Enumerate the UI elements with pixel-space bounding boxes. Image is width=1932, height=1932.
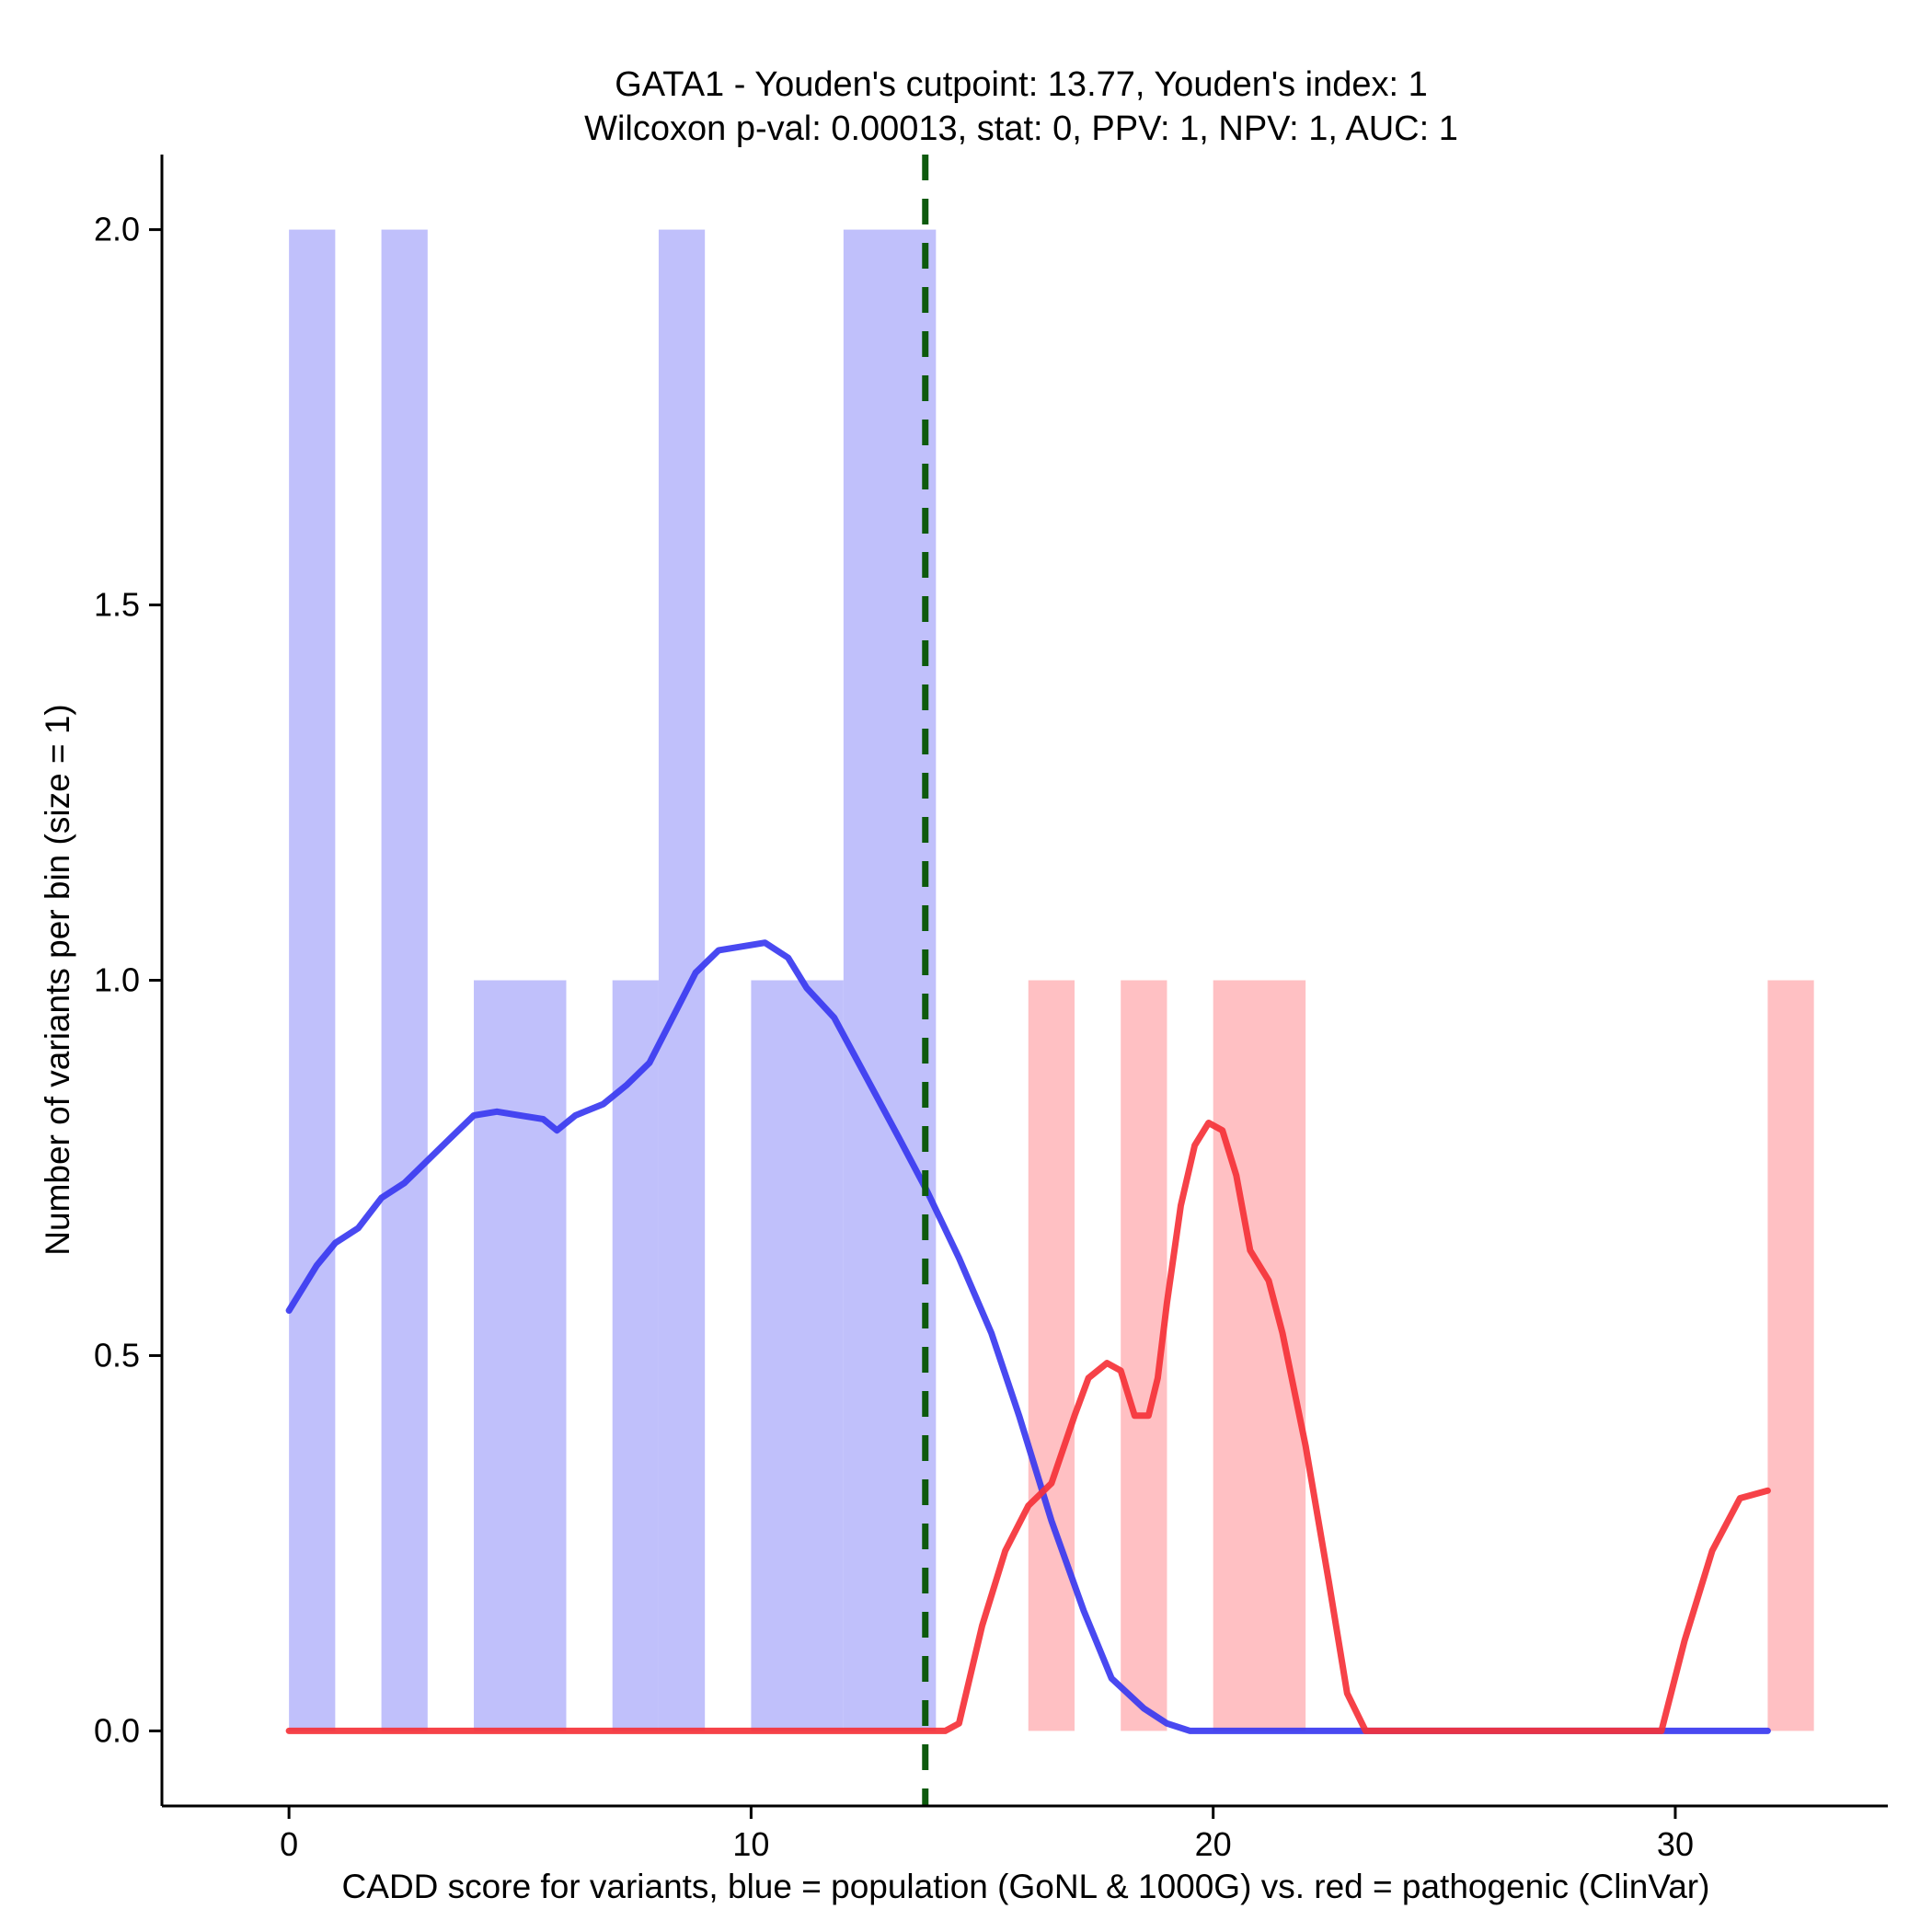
x-tick-label: 20 [1195, 1825, 1232, 1863]
y-axis-title: Number of variants per bin (size = 1) [39, 704, 76, 1255]
histogram-bars [289, 229, 1814, 1731]
x-tick-label: 30 [1657, 1825, 1694, 1863]
population-bar [289, 229, 336, 1731]
y-tick-label: 0.0 [94, 1711, 140, 1749]
pathogenic-bar [1767, 980, 1814, 1731]
pathogenic-density-line [285, 1120, 1771, 1734]
population-bar [751, 980, 844, 1731]
x-tick-label: 10 [732, 1825, 769, 1863]
population-bar [658, 229, 706, 1731]
chart-title-line-2: Wilcoxon p-val: 0.00013, stat: 0, PPV: 1… [584, 109, 1458, 148]
y-tick-label: 1.5 [94, 586, 140, 624]
population-density-line [285, 939, 1771, 1734]
y-tick-label: 1.0 [94, 961, 140, 999]
population-bar [612, 980, 659, 1731]
y-tick-label: 0.5 [94, 1336, 140, 1374]
y-tick-label: 2.0 [94, 211, 140, 248]
population-bar [843, 229, 937, 1731]
x-tick-label: 0 [280, 1825, 298, 1863]
axes: 0.0 0.5 1.0 1.5 2.0 0 10 20 30 [94, 155, 1888, 1863]
population-bar [474, 980, 567, 1731]
chart-title-line-1: GATA1 - Youden's cutpoint: 13.77, Youden… [615, 65, 1428, 104]
population-bar [381, 229, 428, 1731]
x-axis-title: CADD score for variants, blue = populati… [342, 1868, 1710, 1905]
pathogenic-bar [1213, 980, 1306, 1731]
density-lines [285, 939, 1771, 1734]
pathogenic-bar [1028, 980, 1075, 1731]
